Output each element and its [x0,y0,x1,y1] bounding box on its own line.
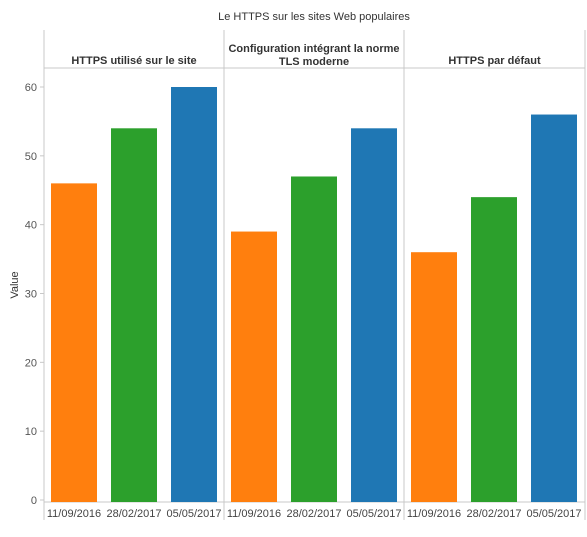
x-tick-label: 11/09/2016 [47,508,101,520]
y-tick-label: 0 [31,495,37,507]
bar: 11/09/2016: 36 [411,252,457,502]
panel-title: TLS moderne [279,56,349,68]
y-tick-label: 30 [25,289,37,301]
y-axis-label: Value [9,271,21,298]
panels-layer: HTTPS utilisé sur le site 11/09/2016: 46 2… [47,30,582,520]
y-tick-label: 40 [25,220,37,232]
panel-title: Configuration intégrant la norme [228,43,399,55]
x-tick-label: 11/09/2016 [407,508,461,520]
chart-panel: HTTPS utilisé sur le site 11/09/2016: 46 2… [47,55,222,520]
panel-title: HTTPS par défaut [448,55,541,67]
y-tick-label: 10 [25,426,37,438]
chart-panel: HTTPS par défaut 11/09/2016: 36 28/02/2017… [403,30,582,520]
x-tick-label: 05/05/2017 [166,508,221,520]
bar: 28/02/2017: 44 [471,197,517,502]
x-tick-label: 05/05/2017 [526,508,581,520]
bar: 28/02/2017: 54 [111,128,157,503]
x-tick-label: 28/02/2017 [466,508,521,520]
bar: 05/05/2017: 56 [531,114,577,503]
panel-title: HTTPS utilisé sur le site [71,55,196,67]
x-tick-label: 28/02/2017 [106,508,161,520]
y-tick-label: 50 [25,151,37,163]
x-tick-label: 11/09/2016 [227,508,281,520]
y-tick-label: 20 [25,357,37,369]
x-tick-label: 28/02/2017 [286,508,341,520]
chart-title: Le HTTPS sur les sites Web populaires [218,11,410,23]
bar: 11/09/2016: 46 [51,183,97,502]
x-tick-label: 05/05/2017 [346,508,401,520]
bar: 11/09/2016: 39 [231,231,277,503]
bar: 05/05/2017: 54 [351,128,397,503]
y-tick-label: 60 [25,82,37,94]
bar: 28/02/2017: 47 [291,176,337,502]
bar: 05/05/2017: 60 [171,87,217,502]
